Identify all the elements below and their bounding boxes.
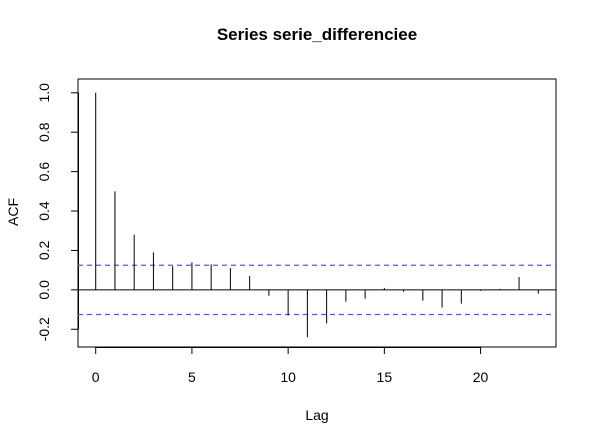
x-axis-label: Lag — [305, 407, 328, 423]
plot-frame — [77, 78, 557, 348]
y-axis: -0.2 0.0 0.2 0.4 0.6 0.8 1.0 — [36, 83, 79, 341]
x-axis: 0 5 10 15 20 — [92, 347, 489, 385]
x-tick-label: 15 — [377, 369, 393, 385]
y-tick-label: 0.2 — [36, 240, 52, 260]
y-tick-label: -0.2 — [36, 317, 52, 341]
x-tick-label: 0 — [92, 369, 100, 385]
y-axis-label: ACF — [5, 198, 21, 226]
y-tick-label: 0.6 — [36, 162, 52, 182]
x-tick-label: 20 — [473, 369, 489, 385]
x-tick-label: 5 — [188, 369, 196, 385]
y-tick-label: 0.8 — [36, 122, 52, 142]
y-tick-label: 0.0 — [36, 280, 52, 300]
x-tick-label: 10 — [280, 369, 296, 385]
chart-title: Series serie_differenciee — [217, 25, 417, 44]
y-tick-label: 0.4 — [36, 201, 52, 221]
plot-area — [78, 92, 556, 338]
y-tick-label: 1.0 — [36, 83, 52, 103]
